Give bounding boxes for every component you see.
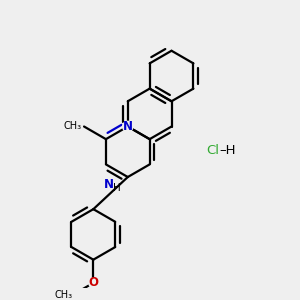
Text: N: N [123,120,133,133]
Circle shape [89,278,98,287]
Text: CH₃: CH₃ [64,121,82,131]
Text: –H: –H [219,144,236,157]
Text: N: N [104,178,114,191]
Text: O: O [88,276,98,290]
Text: H: H [113,182,121,193]
Text: Cl: Cl [206,144,219,157]
Circle shape [123,121,133,132]
Text: CH₃: CH₃ [55,290,73,300]
